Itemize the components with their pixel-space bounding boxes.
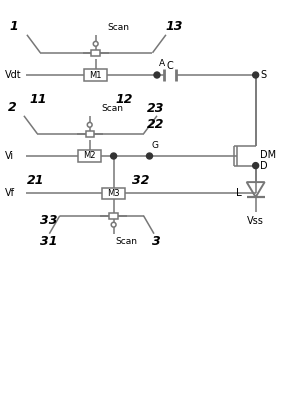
Circle shape <box>111 222 116 227</box>
Text: C: C <box>167 61 173 71</box>
Text: Vdt: Vdt <box>4 70 21 80</box>
Text: M3: M3 <box>107 189 120 198</box>
Text: G: G <box>152 141 159 150</box>
Circle shape <box>253 163 259 169</box>
Text: 3: 3 <box>152 235 161 248</box>
Text: L: L <box>236 188 242 199</box>
Circle shape <box>111 153 117 159</box>
Text: D: D <box>260 161 268 171</box>
Text: S: S <box>260 70 266 80</box>
Text: 1: 1 <box>9 20 18 33</box>
Text: Vf: Vf <box>4 189 14 199</box>
Bar <box>91 50 100 56</box>
Text: 32: 32 <box>132 174 149 187</box>
Text: 12: 12 <box>115 93 133 106</box>
Bar <box>78 150 101 162</box>
Text: 2: 2 <box>7 101 16 114</box>
Text: Vi: Vi <box>4 151 14 161</box>
Text: 21: 21 <box>27 174 45 187</box>
Text: M1: M1 <box>89 71 102 79</box>
Text: Scan: Scan <box>102 104 124 113</box>
Circle shape <box>154 72 160 78</box>
Circle shape <box>93 42 98 46</box>
Bar <box>102 188 125 199</box>
Text: 22: 22 <box>147 118 164 131</box>
Text: 13: 13 <box>166 20 184 33</box>
Bar <box>86 131 94 137</box>
Circle shape <box>87 122 92 127</box>
Bar <box>85 69 107 81</box>
Text: Scan: Scan <box>108 23 130 32</box>
Text: M2: M2 <box>83 152 96 161</box>
Bar <box>109 213 118 219</box>
Text: DM: DM <box>260 150 276 159</box>
Circle shape <box>147 153 152 159</box>
Text: 11: 11 <box>30 93 48 106</box>
Circle shape <box>253 72 259 78</box>
Text: A: A <box>159 60 165 68</box>
Text: Vss: Vss <box>247 216 264 226</box>
Text: 33: 33 <box>40 214 58 227</box>
Text: 31: 31 <box>40 235 58 248</box>
Text: 23: 23 <box>147 102 164 115</box>
Text: Scan: Scan <box>115 237 137 246</box>
